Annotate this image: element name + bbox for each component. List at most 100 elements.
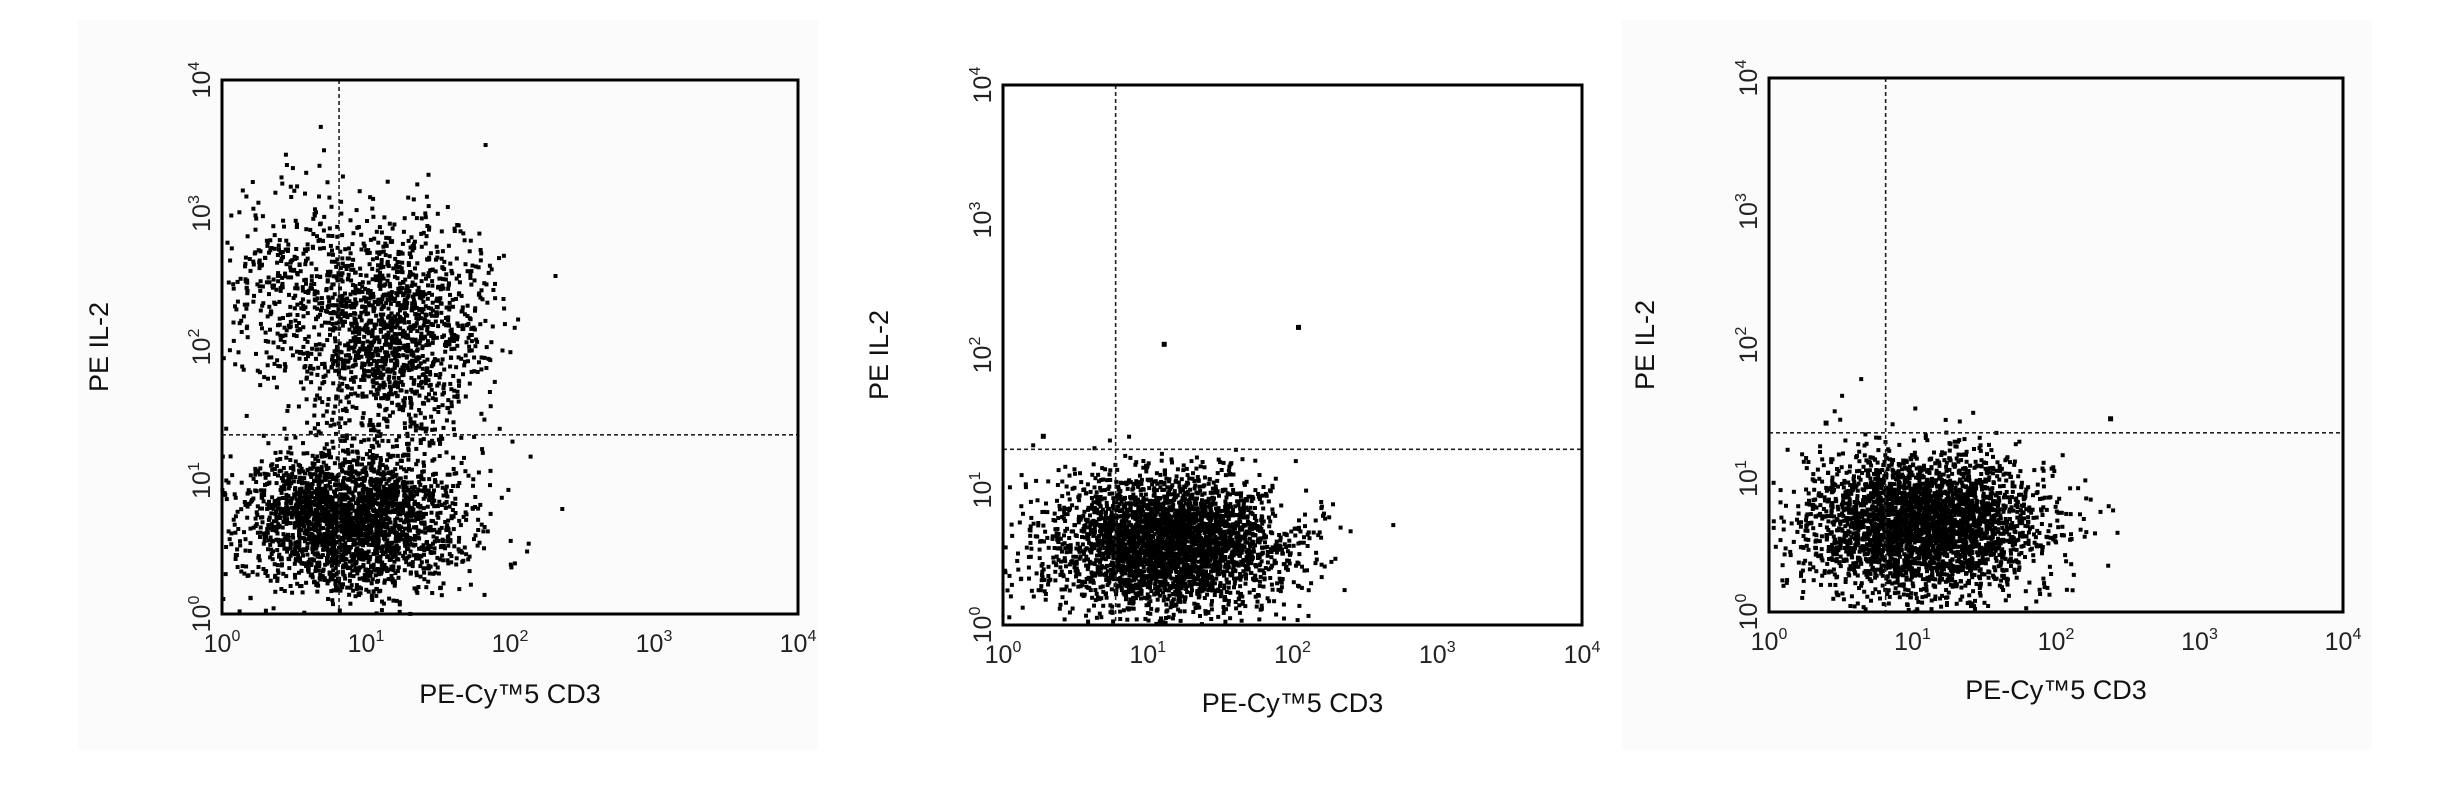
data-point bbox=[1088, 579, 1093, 584]
data-point bbox=[396, 353, 401, 358]
data-point bbox=[384, 406, 389, 411]
data-point bbox=[368, 340, 373, 345]
data-point bbox=[318, 554, 323, 559]
data-point bbox=[430, 292, 434, 297]
data-point bbox=[381, 484, 386, 489]
data-point bbox=[393, 520, 398, 525]
data-point bbox=[258, 279, 263, 284]
data-point bbox=[370, 328, 375, 333]
data-point bbox=[447, 342, 452, 347]
data-point bbox=[383, 512, 388, 517]
data-point bbox=[261, 301, 266, 306]
data-point bbox=[364, 587, 369, 592]
data-point bbox=[361, 411, 366, 416]
data-point bbox=[403, 526, 407, 531]
data-point bbox=[395, 393, 400, 398]
data-point bbox=[348, 601, 353, 606]
data-point bbox=[286, 476, 291, 481]
data-point bbox=[269, 511, 274, 516]
data-point bbox=[356, 556, 361, 561]
data-point bbox=[423, 241, 428, 246]
data-point bbox=[255, 504, 260, 509]
data-point bbox=[343, 319, 347, 324]
data-point bbox=[329, 557, 334, 562]
data-point bbox=[412, 502, 417, 507]
data-point bbox=[266, 339, 271, 344]
data-point bbox=[463, 353, 468, 358]
data-point bbox=[1179, 477, 1184, 482]
data-point bbox=[480, 447, 485, 452]
data-point bbox=[340, 233, 345, 238]
data-point bbox=[386, 396, 391, 401]
data-point bbox=[405, 515, 410, 520]
data-point bbox=[349, 497, 354, 502]
data-point bbox=[275, 358, 280, 363]
data-point bbox=[334, 321, 339, 326]
data-point bbox=[421, 477, 426, 482]
data-point bbox=[386, 330, 391, 335]
data-point bbox=[399, 465, 403, 470]
data-point bbox=[409, 235, 414, 240]
data-point bbox=[381, 366, 386, 371]
data-point bbox=[289, 499, 294, 504]
data-point bbox=[433, 269, 438, 274]
data-point bbox=[304, 376, 309, 381]
data-point bbox=[436, 515, 441, 520]
data-point bbox=[477, 360, 481, 365]
data-point bbox=[371, 307, 376, 312]
data-point bbox=[314, 289, 319, 294]
data-point bbox=[366, 359, 371, 364]
data-point bbox=[389, 541, 394, 546]
data-point bbox=[280, 281, 285, 286]
data-point bbox=[333, 259, 338, 264]
data-point bbox=[415, 357, 420, 362]
data-point bbox=[408, 571, 413, 576]
data-point bbox=[350, 538, 355, 543]
data-point bbox=[323, 484, 328, 488]
data-point bbox=[280, 562, 284, 567]
data-point bbox=[373, 477, 378, 482]
data-point bbox=[388, 496, 393, 501]
data-point bbox=[413, 428, 418, 433]
data-point bbox=[357, 385, 362, 389]
data-point bbox=[359, 439, 364, 444]
data-point bbox=[281, 541, 286, 546]
data-point bbox=[291, 467, 296, 472]
data-point bbox=[233, 530, 238, 535]
data-point bbox=[321, 374, 326, 379]
data-point bbox=[449, 268, 454, 273]
data-point bbox=[351, 574, 356, 579]
data-point bbox=[240, 364, 245, 369]
data-point bbox=[357, 328, 361, 333]
data-point bbox=[364, 556, 369, 560]
data-point bbox=[314, 468, 319, 473]
data-point bbox=[433, 562, 438, 567]
data-point bbox=[268, 578, 273, 583]
data-point bbox=[333, 510, 338, 515]
data-point bbox=[311, 517, 316, 522]
data-point bbox=[331, 561, 336, 566]
data-point bbox=[327, 299, 332, 304]
data-point bbox=[451, 514, 456, 519]
data-point bbox=[223, 572, 228, 577]
data-point bbox=[288, 521, 293, 526]
data-point bbox=[405, 431, 410, 436]
data-point bbox=[344, 409, 349, 413]
data-point bbox=[414, 316, 419, 321]
data-point bbox=[338, 588, 343, 593]
data-point bbox=[413, 312, 418, 317]
data-point bbox=[340, 297, 344, 302]
data-point bbox=[443, 488, 448, 492]
data-point bbox=[423, 526, 428, 531]
data-point bbox=[383, 516, 388, 521]
data-point bbox=[326, 320, 331, 325]
data-point bbox=[338, 438, 343, 443]
data-point bbox=[294, 256, 299, 261]
data-point bbox=[294, 492, 299, 497]
data-point bbox=[346, 516, 351, 521]
data-point bbox=[397, 602, 402, 607]
data-point bbox=[314, 356, 318, 361]
data-point bbox=[350, 557, 355, 562]
data-point bbox=[405, 503, 410, 508]
data-point bbox=[355, 462, 359, 467]
